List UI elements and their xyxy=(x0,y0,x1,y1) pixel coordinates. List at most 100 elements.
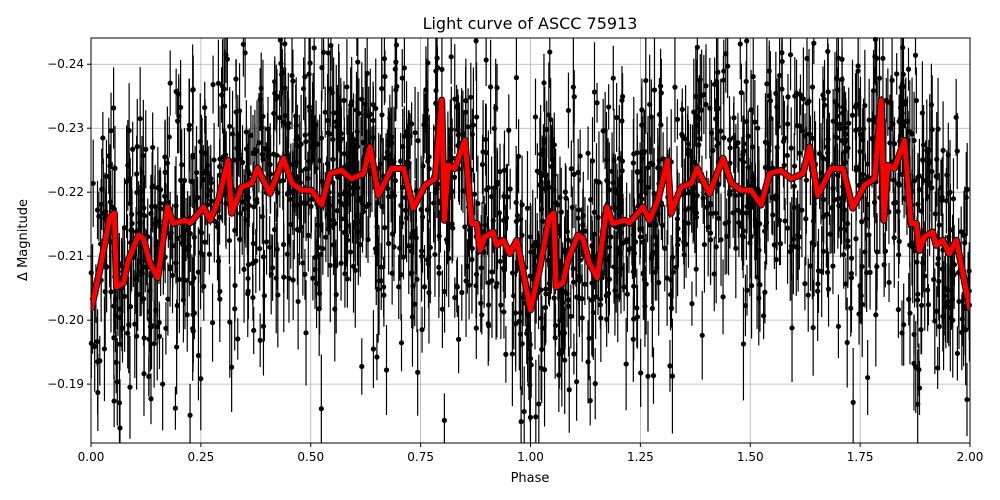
data-point xyxy=(388,134,395,140)
data-point xyxy=(895,208,901,215)
data-point xyxy=(693,266,699,272)
data-point xyxy=(319,65,325,71)
data-point xyxy=(787,249,793,255)
data-point xyxy=(565,237,571,243)
data-point xyxy=(650,373,657,379)
data-point xyxy=(610,75,616,81)
data-point xyxy=(881,262,887,268)
data-point xyxy=(327,262,333,268)
data-point xyxy=(752,119,758,125)
data-point xyxy=(179,162,185,168)
data-point xyxy=(266,153,272,159)
data-point xyxy=(846,120,852,126)
data-point xyxy=(338,136,344,142)
data-point xyxy=(298,224,305,230)
data-point xyxy=(125,330,131,336)
data-point xyxy=(513,218,519,225)
data-point xyxy=(168,230,174,236)
data-point xyxy=(392,178,398,184)
data-point xyxy=(641,150,647,156)
data-point xyxy=(720,294,726,300)
data-point xyxy=(116,400,123,406)
data-point xyxy=(586,335,592,341)
data-point xyxy=(913,97,919,104)
data-point xyxy=(302,74,308,80)
data-point xyxy=(773,90,779,97)
data-point xyxy=(785,94,791,100)
data-point xyxy=(141,212,148,219)
data-point xyxy=(672,84,678,90)
data-point xyxy=(386,194,392,200)
data-point xyxy=(947,227,953,233)
data-point xyxy=(250,260,256,267)
data-point xyxy=(348,102,354,108)
data-point xyxy=(382,73,388,80)
data-point xyxy=(700,195,706,201)
data-point xyxy=(112,165,118,171)
data-point xyxy=(312,266,318,273)
data-point xyxy=(406,243,412,249)
data-point xyxy=(237,155,243,162)
data-point xyxy=(482,222,488,228)
data-point xyxy=(370,117,376,124)
data-point xyxy=(804,55,810,62)
data-point xyxy=(764,81,770,87)
data-point xyxy=(184,312,190,318)
data-point xyxy=(810,325,816,331)
data-point xyxy=(243,129,249,135)
data-point xyxy=(615,293,621,299)
data-point xyxy=(707,202,714,208)
data-point xyxy=(404,215,410,221)
data-point xyxy=(441,417,447,424)
data-point xyxy=(408,248,414,254)
data-point xyxy=(784,152,790,159)
data-point xyxy=(730,210,736,216)
data-point xyxy=(234,145,240,151)
data-point xyxy=(670,269,676,275)
data-point xyxy=(863,216,869,222)
data-point xyxy=(615,205,621,211)
data-point xyxy=(788,145,794,151)
data-point xyxy=(683,241,689,247)
data-point xyxy=(562,247,568,253)
data-point xyxy=(259,151,265,157)
data-point xyxy=(889,77,895,83)
y-tick-label: −0.21 xyxy=(47,249,84,263)
data-point xyxy=(479,161,486,168)
data-point xyxy=(439,306,446,312)
data-point xyxy=(117,306,123,312)
data-point xyxy=(638,178,644,184)
data-point xyxy=(210,81,216,88)
y-tick-label: −0.22 xyxy=(47,185,84,199)
data-point xyxy=(254,199,260,206)
data-point xyxy=(699,332,705,338)
data-point xyxy=(830,263,836,269)
data-point xyxy=(727,188,733,194)
data-point xyxy=(637,193,643,199)
data-point xyxy=(755,125,761,131)
data-point xyxy=(300,260,306,266)
data-point xyxy=(643,190,649,196)
data-point xyxy=(382,225,388,231)
data-point xyxy=(577,153,583,159)
data-point xyxy=(720,77,727,83)
data-point xyxy=(148,396,154,402)
data-point xyxy=(325,50,331,56)
data-point xyxy=(155,185,161,191)
data-point xyxy=(925,287,931,293)
data-point xyxy=(353,107,360,113)
data-point xyxy=(279,69,285,75)
data-point xyxy=(542,304,549,311)
data-point xyxy=(693,93,699,100)
data-point xyxy=(557,194,563,201)
data-point xyxy=(582,281,588,287)
data-point xyxy=(497,169,503,175)
data-point xyxy=(570,266,576,272)
data-point xyxy=(449,221,455,227)
data-point xyxy=(426,254,432,260)
data-point xyxy=(289,72,295,79)
data-point xyxy=(107,199,114,205)
data-point xyxy=(779,86,785,92)
data-point xyxy=(256,140,262,146)
data-point xyxy=(174,344,180,350)
